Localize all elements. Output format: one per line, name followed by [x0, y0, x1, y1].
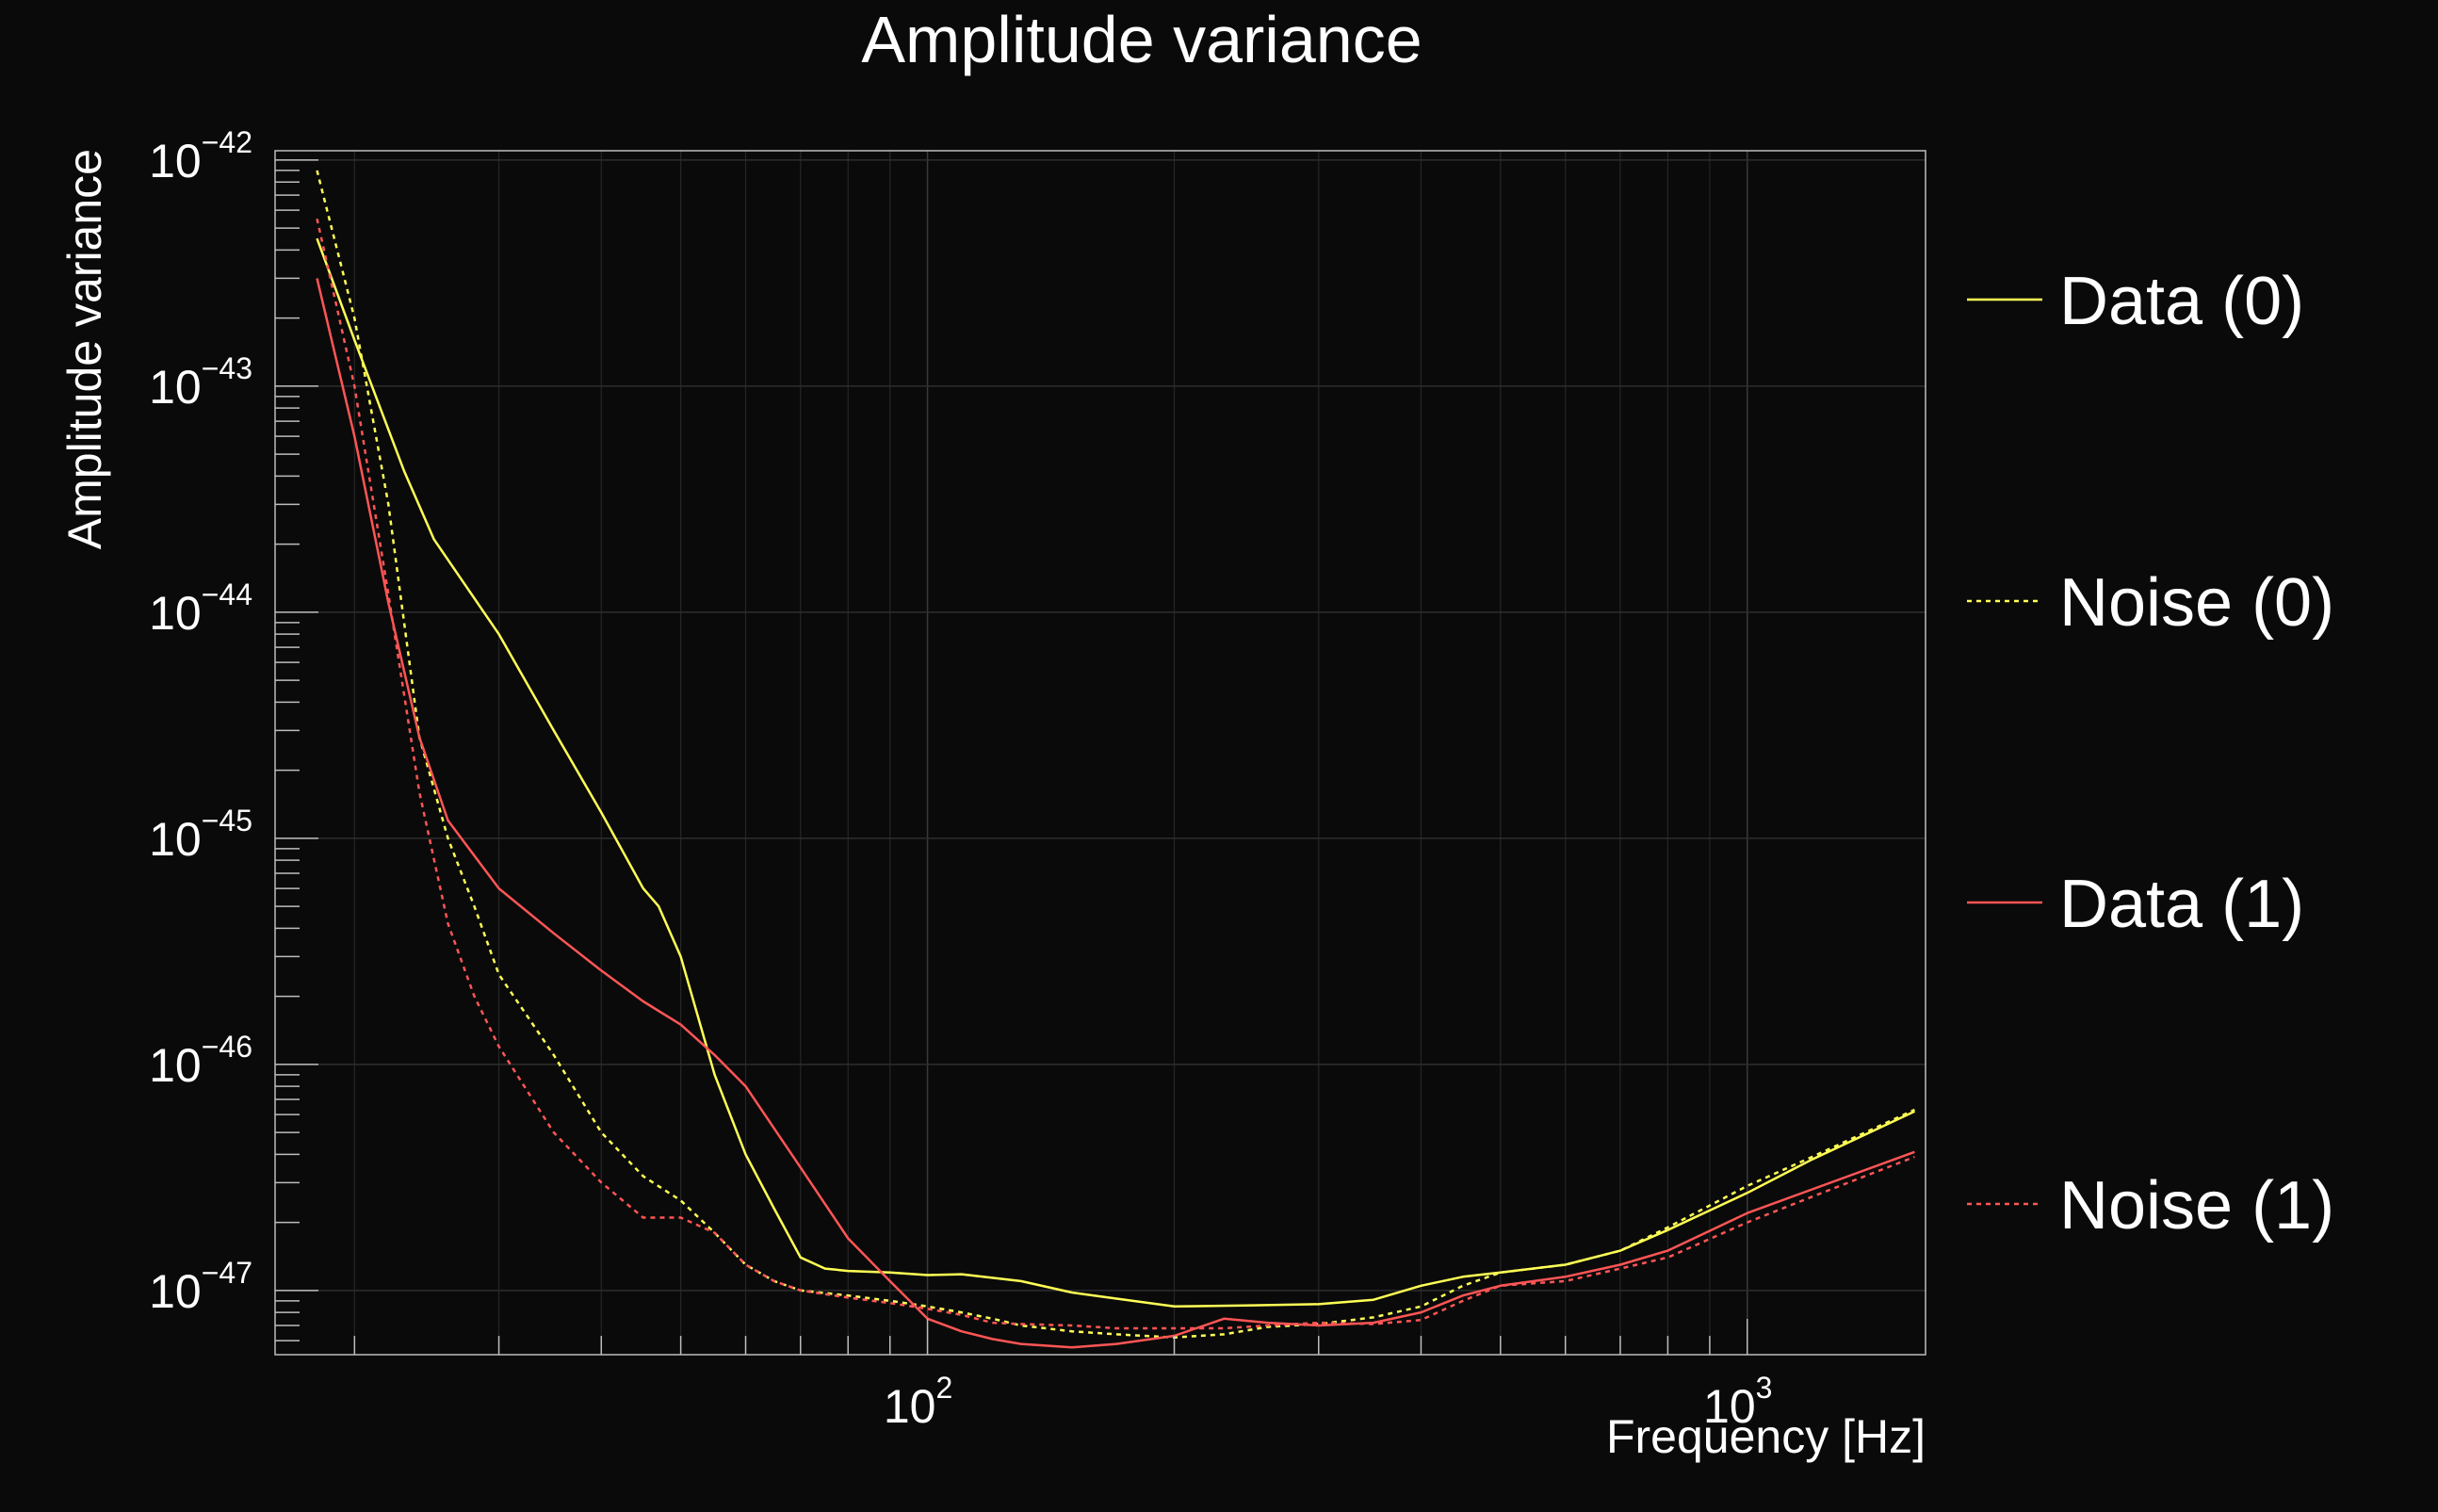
y-tick-base: 10 — [149, 1039, 202, 1092]
x-tick-label: 102 — [884, 1371, 952, 1433]
series-line-noise-0 — [316, 170, 1915, 1339]
x-tick-base: 10 — [1703, 1380, 1756, 1433]
y-tick-exponent: −46 — [202, 1030, 252, 1064]
x-tick-exponent: 3 — [1756, 1371, 1773, 1405]
x-tick-label: 103 — [1703, 1371, 1772, 1433]
y-tick-label: 10−46 — [149, 1030, 252, 1092]
legend-label-data-1: Data (1) — [2059, 867, 2304, 942]
x-axis-label: Frequency [Hz] — [1606, 1410, 1926, 1463]
y-tick-exponent: −47 — [202, 1256, 252, 1290]
series-line-data-1 — [316, 278, 1915, 1349]
chart-title: Amplitude variance — [861, 3, 1422, 76]
y-tick-label: 10−45 — [149, 804, 252, 866]
y-tick-exponent: −44 — [202, 577, 252, 611]
y-tick-label: 10−42 — [149, 125, 252, 187]
y-tick-label: 10−44 — [149, 577, 252, 640]
series-line-noise-1 — [316, 218, 1915, 1330]
y-tick-label: 10−43 — [149, 351, 252, 414]
y-tick-base: 10 — [149, 135, 202, 187]
y-axis-label: Amplitude variance — [58, 149, 111, 549]
y-tick-exponent: −43 — [202, 351, 252, 385]
legend-label-data-0: Data (0) — [2059, 264, 2304, 339]
y-tick-exponent: −42 — [202, 125, 252, 159]
y-tick-base: 10 — [149, 361, 202, 414]
y-tick-base: 10 — [149, 1265, 202, 1318]
y-tick-exponent: −45 — [202, 804, 252, 837]
y-tick-base: 10 — [149, 587, 202, 640]
grid-lines — [275, 151, 1926, 1355]
legend-label-noise-0: Noise (0) — [2059, 565, 2334, 641]
y-tick-base: 10 — [149, 813, 202, 866]
y-tick-label: 10−47 — [149, 1256, 252, 1318]
series-lines — [316, 170, 1915, 1349]
legend: Data (0) Noise (0) Data (1) Noise (1) — [1967, 264, 2334, 1244]
plot-frame — [274, 150, 1926, 1356]
x-tick-exponent: 2 — [935, 1371, 952, 1405]
x-tick-base: 10 — [884, 1380, 936, 1433]
legend-label-noise-1: Noise (1) — [2059, 1168, 2334, 1244]
